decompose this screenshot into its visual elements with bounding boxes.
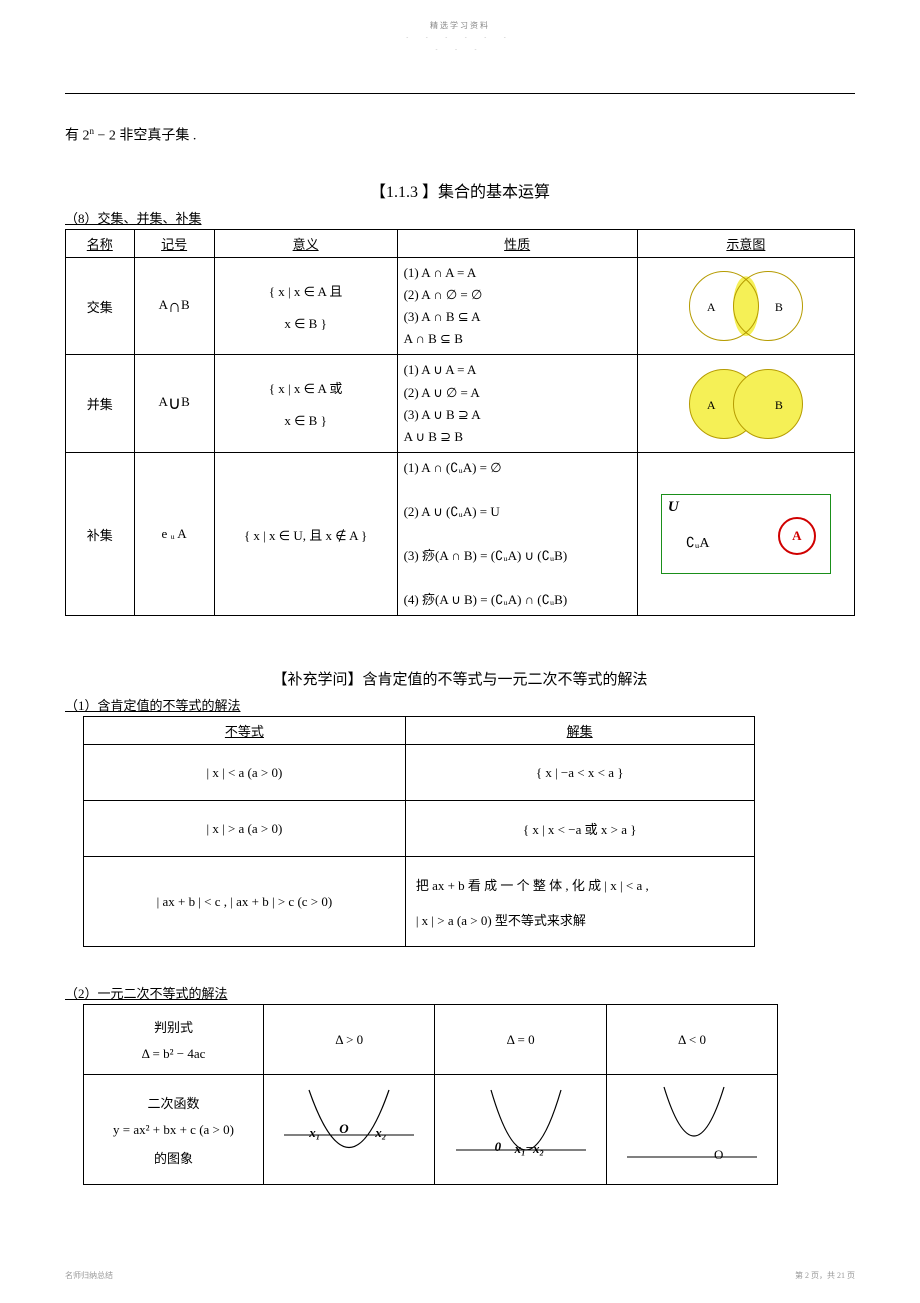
table-row: | ax + b | < c , | ax + b | > c (c > 0) … <box>84 857 755 947</box>
cell-meaning: { x | x ∈ A 或 x ∈ B } <box>214 355 397 452</box>
t3-discriminant-label: 判别式 Δ = b² − 4ac <box>84 1005 264 1075</box>
table-row: 补集 e ᵤ A { x | x ∈ U, 且 x ∉ A } (1) A ∩ … <box>66 452 855 616</box>
subsection-abs: （1）含肯定值的不等式的解法 <box>65 695 855 714</box>
cell-meaning: { x | x ∈ A 且 x ∈ B } <box>214 258 397 355</box>
t1-h-meaning: 意义 <box>214 230 397 258</box>
subsection-quad: （2）一元二次不等式的解法 <box>65 983 855 1002</box>
t1-h-property: 性质 <box>397 230 637 258</box>
quadratic-table: 判别式 Δ = b² − 4ac Δ > 0 Δ = 0 Δ < 0 二次函数 … <box>83 1004 778 1185</box>
cell-diagram: U ∁ᵤA A <box>637 452 854 616</box>
t2-h-lhs: 不等式 <box>84 717 406 745</box>
header-dots-1: - - - - - - <box>65 35 855 41</box>
t1-h-symbol: 记号 <box>134 230 214 258</box>
cell-meaning: { x | x ∈ U, 且 x ∉ A } <box>214 452 397 616</box>
cell-name: 补集 <box>66 452 135 616</box>
cell-name: 并集 <box>66 355 135 452</box>
abs-inequality-table: 不等式 解集 | x | < a (a > 0) { x | −a < x < … <box>83 716 755 947</box>
t2-lhs: | x | < a (a > 0) <box>84 745 406 801</box>
table-row: 交集 A∩B { x | x ∈ A 且 x ∈ B } (1) A ∩ A =… <box>66 258 855 355</box>
cell-diagram: A B <box>637 258 854 355</box>
table-row: 并集 A∪B { x | x ∈ A 或 x ∈ B } (1) A ∪ A =… <box>66 355 855 452</box>
venn-intersection-icon: A B <box>671 266 821 346</box>
section-title: 【1.1.3 】集合的基本运算 <box>65 178 855 202</box>
t2-rhs: { x | x < −a 或 x > a } <box>405 801 754 857</box>
cell-property: (1) A ∩ A = A (2) A ∩ ∅ = ∅ (3) A ∩ B ⊆ … <box>397 258 637 355</box>
t2-h-rhs: 解集 <box>405 717 754 745</box>
t3-d-zero: Δ = 0 <box>435 1005 606 1075</box>
table-row: | x | < a (a > 0) { x | −a < x < a } <box>84 745 755 801</box>
footer-left-text: 名师归纳总结 <box>65 1270 113 1281</box>
venn-union-icon: A B <box>671 364 821 444</box>
parabola-one-root-icon: 0 x₁=x₂ <box>435 1075 606 1185</box>
cell-property: (1) A ∩ (∁ᵤA) = ∅ (2) A ∪ (∁ᵤA) = U (3) … <box>397 452 637 616</box>
t3-func-label: 二次函数 y = ax² + bx + c (a > 0) 的图象 <box>84 1075 264 1185</box>
t2-rhs: 把 ax + b 看 成 一 个 整 体 , 化 成 | x | < a , |… <box>405 857 754 947</box>
header-dots-2: - - - <box>65 47 855 53</box>
subsection-8: （8）交集、并集、补集 <box>65 208 855 227</box>
t3-d-pos: Δ > 0 <box>264 1005 435 1075</box>
t2-lhs: | x | > a (a > 0) <box>84 801 406 857</box>
parabola-no-root-icon: O <box>606 1075 777 1185</box>
cell-diagram: A B <box>637 355 854 452</box>
header-small-text: 精选学习资料 <box>65 20 855 31</box>
footer-right-text: 第 2 页，共 21 页 <box>795 1270 855 1281</box>
t2-lhs: | ax + b | < c , | ax + b | > c (c > 0) <box>84 857 406 947</box>
parabola-two-roots-icon: x₁ O x₂ <box>264 1075 435 1185</box>
set-operations-table: 名称 记号 意义 性质 示意图 交集 A∩B { x | x ∈ A 且 x ∈… <box>65 229 855 616</box>
table-row: | x | > a (a > 0) { x | x < −a 或 x > a } <box>84 801 755 857</box>
cell-name: 交集 <box>66 258 135 355</box>
table-row: 二次函数 y = ax² + bx + c (a > 0) 的图象 x₁ O x… <box>84 1075 778 1185</box>
table-row: 判别式 Δ = b² − 4ac Δ > 0 Δ = 0 Δ < 0 <box>84 1005 778 1075</box>
supplement-title: 【补充学问】含肯定值的不等式与一元二次不等式的解法 <box>65 668 855 689</box>
t3-d-neg: Δ < 0 <box>606 1005 777 1075</box>
t1-h-diagram: 示意图 <box>637 230 854 258</box>
t1-h-name: 名称 <box>66 230 135 258</box>
top-rule <box>65 93 855 94</box>
cell-symbol: e ᵤ A <box>134 452 214 616</box>
cell-symbol: A∩B <box>134 258 214 355</box>
cell-symbol: A∪B <box>134 355 214 452</box>
complement-diagram-icon: U ∁ᵤA A <box>661 494 831 574</box>
intro-formula-text: 有 2n − 2 非空真子集 . <box>65 124 855 148</box>
t2-rhs: { x | −a < x < a } <box>405 745 754 801</box>
cell-property: (1) A ∪ A = A (2) A ∪ ∅ = A (3) A ∪ B ⊇ … <box>397 355 637 452</box>
